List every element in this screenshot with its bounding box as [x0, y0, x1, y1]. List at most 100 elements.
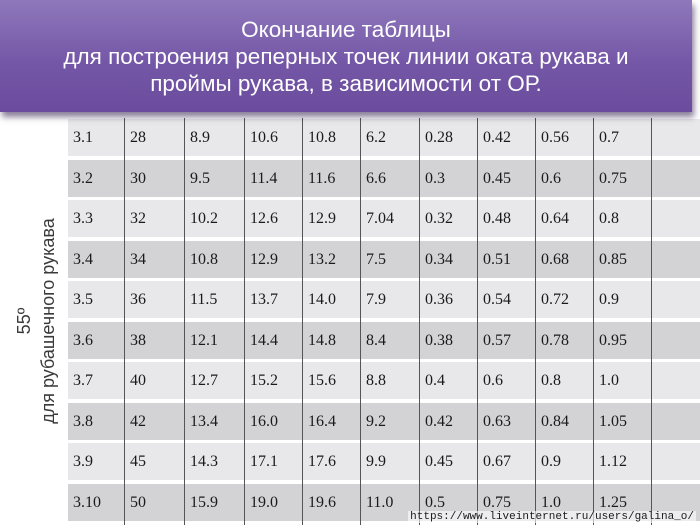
- table-cell: 13.2: [308, 250, 336, 268]
- table-cell: 32: [130, 210, 146, 227]
- table-cell: 1.05: [599, 412, 627, 430]
- table-cell: 10.6: [250, 129, 278, 146]
- table-cell: 12.9: [250, 250, 278, 268]
- table-cell: 14.3: [190, 453, 218, 470]
- table-cell: 3.3: [73, 210, 93, 227]
- column-divider: [535, 118, 536, 525]
- table-cell: 3.5: [73, 291, 93, 308]
- table-cell: 10.2: [190, 210, 218, 227]
- table-cell: 19.6: [308, 493, 336, 511]
- table-cell: 9.2: [366, 412, 386, 430]
- table-cell: 10.8: [308, 129, 336, 146]
- column-divider: [124, 118, 125, 525]
- table-cell: 28: [130, 129, 146, 146]
- table-cell: 50: [130, 493, 146, 511]
- table-cell: 0.6: [541, 169, 561, 187]
- column-divider: [360, 118, 361, 525]
- table-cell: 0.45: [425, 453, 453, 470]
- table-row: 3.7 40 12.7 15.2 15.6 8.8 0.4 0.6 0.8 1.0: [68, 359, 700, 399]
- table-cell: 1.0: [599, 372, 619, 389]
- table-cell: 8.8: [366, 372, 386, 389]
- table-cell: 8.9: [190, 129, 210, 146]
- table-cell: 10.8: [190, 250, 218, 268]
- table-cell: 14.4: [250, 331, 278, 349]
- table-cell: 0.85: [599, 250, 627, 268]
- table-cell: 12.1: [190, 331, 218, 349]
- column-divider: [593, 118, 594, 525]
- table-cell: 0.51: [483, 250, 511, 268]
- table-cell: 0.57: [483, 331, 511, 349]
- table-cell: 9.9: [366, 453, 386, 470]
- table-cell: 38: [130, 331, 146, 349]
- table-cell: 15.2: [250, 372, 278, 389]
- table-cell: 0.64: [541, 210, 569, 227]
- slide-title: Окончание таблицы для построения реперны…: [0, 0, 692, 112]
- table-cell: 16.0: [250, 412, 278, 430]
- table-cell: 3.9: [73, 453, 93, 470]
- table-cell: 0.5: [425, 493, 445, 511]
- table-cell: 8.4: [366, 331, 386, 349]
- table-cell: 12.9: [308, 210, 336, 227]
- table-cell: 0.72: [541, 291, 569, 308]
- table-cell: 0.36: [425, 291, 453, 308]
- table-row: 3.5 36 11.5 13.7 14.0 7.9 0.36 0.54 0.72 0.9: [68, 278, 700, 318]
- table-cell: 7.04: [366, 210, 394, 227]
- table-cell: 0.34: [425, 250, 453, 268]
- table-cell: 11.0: [366, 493, 394, 511]
- table-cell: 7.5: [366, 250, 386, 268]
- table-cell: 45: [130, 453, 146, 470]
- side-label-angle: 55º: [14, 307, 34, 335]
- table-cell: 17.1: [250, 453, 278, 470]
- table-cell: 7.9: [366, 291, 386, 308]
- data-table: 3.1 28 8.9 10.6 10.8 6.2 0.28 0.42 0.56 0.7 3.2 30 9…: [68, 118, 700, 525]
- table-cell: 1.12: [599, 453, 627, 470]
- column-divider: [244, 118, 245, 525]
- table-row: 3.2 30 9.5 11.4 11.6 6.6 0.3 0.45 0.6 0.75: [68, 156, 700, 197]
- table-cell: 3.6: [73, 331, 93, 349]
- table-cell: 19.0: [250, 493, 278, 511]
- table-cell: 11.6: [308, 169, 336, 187]
- table-cell: 0.28: [425, 129, 453, 146]
- table-cell: 0.78: [541, 331, 569, 349]
- table-cell: 0.4: [425, 372, 445, 389]
- table-cell: 40: [130, 372, 146, 389]
- table-cell: 11.5: [190, 291, 218, 308]
- table-cell: 0.45: [483, 169, 511, 187]
- table-cell: 34: [130, 250, 146, 268]
- table-cell: 12.6: [250, 210, 278, 227]
- table-cell: 12.7: [190, 372, 218, 389]
- table-cell: 30: [130, 169, 146, 187]
- table-cell: 0.75: [483, 493, 511, 511]
- table-row: 3.1 28 8.9 10.6 10.8 6.2 0.28 0.42 0.56 0.7: [68, 118, 700, 156]
- side-label-column: 55º для рубашечного рукава: [12, 118, 68, 525]
- table-cell: 9.5: [190, 169, 210, 187]
- table-cell: 0.3: [425, 169, 445, 187]
- table-cell: 0.42: [483, 129, 511, 146]
- column-divider: [184, 118, 185, 525]
- title-line-1: Окончание таблицы: [241, 16, 451, 42]
- table-cell: 0.8: [599, 210, 619, 227]
- table-cell: 0.42: [425, 412, 453, 430]
- table-cell: 0.75: [599, 169, 627, 187]
- table-cell: 3.4: [73, 250, 93, 268]
- table-cell: 0.8: [541, 372, 561, 389]
- table-row: 3.4 34 10.8 12.9 13.2 7.5 0.34 0.51 0.68 0.85: [68, 237, 700, 278]
- column-divider: [419, 118, 420, 525]
- table-cell: 0.68: [541, 250, 569, 268]
- table-cell: 3.7: [73, 372, 93, 389]
- table-cell: 42: [130, 412, 146, 430]
- table-cell: 0.7: [599, 129, 619, 146]
- side-label-text: для рубашечного рукава: [38, 218, 58, 424]
- table-cell: 6.6: [366, 169, 386, 187]
- table-cell: 6.2: [366, 129, 386, 146]
- table-cell: 0.38: [425, 331, 453, 349]
- table-cell: 3.8: [73, 412, 93, 430]
- table-cell: 0.6: [483, 372, 503, 389]
- table-cell: 13.7: [250, 291, 278, 308]
- table-cell: 0.56: [541, 129, 569, 146]
- table-cell: 1.25: [599, 493, 627, 511]
- table-row: 3.6 38 12.1 14.4 14.8 8.4 0.38 0.57 0.78 0.95: [68, 318, 700, 359]
- table-cell: 14.8: [308, 331, 336, 349]
- table-cell: 15.9: [190, 493, 218, 511]
- column-divider: [477, 118, 478, 525]
